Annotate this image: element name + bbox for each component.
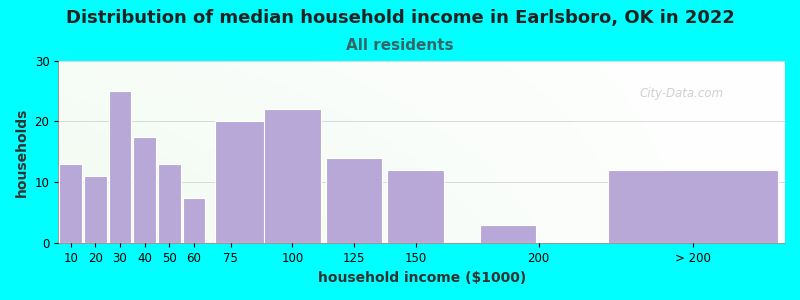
Bar — [215, 122, 271, 243]
Text: City-Data.com: City-Data.com — [640, 87, 724, 100]
Bar — [480, 225, 536, 243]
Bar — [182, 198, 206, 243]
Bar — [109, 91, 131, 243]
Text: All residents: All residents — [346, 38, 454, 52]
Bar — [84, 176, 106, 243]
Bar — [326, 158, 382, 243]
Bar — [387, 170, 444, 243]
X-axis label: household income ($1000): household income ($1000) — [318, 271, 526, 285]
Bar — [264, 109, 321, 243]
Y-axis label: households: households — [15, 107, 29, 196]
Bar — [608, 170, 778, 243]
Bar — [134, 137, 156, 243]
Bar — [158, 164, 181, 243]
Bar — [59, 164, 82, 243]
Text: Distribution of median household income in Earlsboro, OK in 2022: Distribution of median household income … — [66, 9, 734, 27]
